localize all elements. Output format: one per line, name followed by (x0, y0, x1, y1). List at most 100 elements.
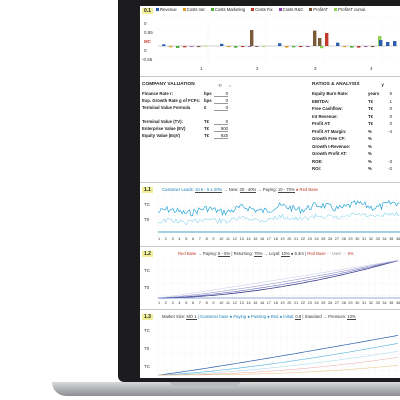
x-axis-label: 5 (185, 237, 188, 241)
valuation-value[interactable]: 0 (214, 98, 228, 104)
x-axis-label: 2 (164, 237, 167, 241)
legend-swatch (182, 8, 186, 11)
legend-item[interactable]: Costs R&C (278, 7, 303, 12)
bar (325, 33, 329, 46)
valuation-unit: € (204, 105, 207, 110)
expand-icon[interactable]: ⇔ (227, 83, 233, 88)
bar (379, 40, 383, 46)
bar (357, 46, 361, 48)
valuation-label: Terminal Value (TV): (142, 119, 183, 124)
bar (292, 46, 296, 48)
valuation-label: Enterprise Value (EV) (142, 126, 186, 131)
x-axis-label: 8 (205, 301, 208, 305)
valuation-value[interactable]: 0 (214, 91, 228, 97)
valuation-label: Equity Value (EqV) (142, 133, 180, 138)
x-axis-label: 19 (280, 301, 285, 305)
series-line (157, 260, 399, 299)
bar (176, 46, 180, 48)
x-axis-label: 36 (396, 301, 400, 305)
valuation-label: Terminal Value Formula (142, 105, 191, 110)
premium-input[interactable]: 10% (347, 314, 356, 320)
legend-item[interactable]: Costs Fix (251, 7, 273, 12)
bar-chart (158, 17, 398, 64)
ratio-unit: years (368, 91, 380, 97)
x-axis-label: 32 (368, 301, 374, 305)
x-axis-label: 29 (348, 237, 353, 241)
x-axis-label: 33 (375, 301, 380, 305)
legend-item[interactable]: Revenue (156, 7, 177, 12)
x-axis-label: 11 (226, 237, 230, 241)
section-divider (140, 76, 400, 77)
valuation-unit: bps (204, 98, 212, 103)
ratio-row: EBITDA: T€ 1 (312, 98, 392, 106)
legend-item[interactable]: ProfitAT (309, 7, 328, 12)
x-axis-label: 12 (232, 301, 238, 305)
loyal-input[interactable]: 10% (281, 251, 290, 257)
x-axis-label: 10 (219, 237, 224, 241)
x-axis-label: 35 (389, 301, 394, 305)
market-size-input[interactable]: MO 1 (186, 314, 197, 320)
paying-input[interactable]: 5 - 5% (218, 251, 231, 257)
ratio-unit: % (368, 143, 372, 149)
valuation-value[interactable]: 0 (214, 105, 228, 111)
refresh-icon[interactable]: ⟲ (218, 83, 222, 88)
x-axis-label: 3 (171, 237, 174, 241)
valuation-row (142, 111, 228, 118)
ratio-unit: % (368, 166, 372, 172)
x-axis-label: 10 (219, 301, 224, 305)
series-line (157, 260, 399, 299)
legend-item[interactable]: Costs Var (182, 7, 205, 12)
y-axis-label: TC (144, 202, 150, 207)
x-axis-label: 23 (307, 237, 312, 241)
valuation-unit: T€ (204, 133, 210, 138)
y-axis-label: TC (144, 364, 150, 369)
paying-rate-input[interactable]: 10 - 70% (277, 187, 295, 193)
valuation-value[interactable]: 900 (214, 126, 228, 132)
leads-input[interactable]: 10.5 - 5 ± 20% (195, 187, 223, 193)
ratio-row: Growth Profit AT:% (312, 150, 392, 158)
section-number: 1.2 (142, 251, 153, 257)
ratio-label: Profit AT Margin: (312, 128, 347, 134)
chart-legend: Revenue Costs Var Costs Marketing Costs Fix… (156, 7, 366, 12)
ratio-value: -2 (388, 166, 392, 172)
ratio-label: ROI: (312, 166, 322, 172)
series-line (158, 199, 400, 217)
ratio-unit: % (368, 136, 372, 142)
ratio-row: Free Cashflow: T€ 0 (312, 105, 392, 113)
x-axis-label: 2 (164, 301, 167, 305)
bar (162, 44, 166, 46)
bar (343, 46, 347, 48)
section-caption: Market Size: MO 1 | Customer base ● Payi… (162, 314, 356, 320)
legend-label: ProfitAT cumul. (338, 7, 367, 12)
valuation-row: Terminal Value Formula €0 (142, 104, 228, 111)
x-axis-label: 5 (185, 301, 188, 305)
new-rate-input[interactable]: 30 - 40% (239, 187, 257, 193)
returning-input[interactable]: 70% (254, 251, 263, 257)
x-axis-label: 6 (192, 301, 195, 305)
bar (227, 46, 231, 48)
valuation-value[interactable]: 925 (214, 133, 228, 139)
legend-item[interactable]: Costs Marketing (210, 7, 245, 12)
ratios-table: RATIOS & ANALYSIS y Equity Burn Rate: yea… (312, 82, 392, 173)
valuation-unit: T€ (204, 126, 210, 131)
valuation-value[interactable]: 0 (214, 119, 228, 125)
x-axis-label: 24 (314, 237, 319, 241)
x-axis-label: 35 (389, 237, 394, 241)
y-axis-label: T0 (144, 217, 150, 222)
bar (255, 46, 259, 47)
market-size-chart (157, 321, 400, 376)
section-caption: Customer Leads: 10.5 - 5 ± 20% → New: 30… (162, 187, 318, 193)
x-axis-label: 20 (287, 237, 292, 241)
ratio-label: Growth Free CF: (312, 136, 346, 142)
x-axis-label: 31 (362, 301, 367, 305)
legend-swatch (251, 8, 255, 11)
initial-input[interactable]: 0.8 (295, 314, 302, 320)
legend-label: Revenue (160, 7, 177, 12)
x-axis-label: 3 (171, 301, 174, 305)
bar (350, 46, 354, 48)
ratio-label: Growth Profit AT: (312, 151, 347, 157)
x-axis-label: 22 (300, 301, 306, 305)
customer-leads-chart (157, 194, 400, 236)
legend-item[interactable]: ProfitAT cumul. (334, 7, 366, 12)
x-axis-label: 7 (198, 301, 201, 305)
